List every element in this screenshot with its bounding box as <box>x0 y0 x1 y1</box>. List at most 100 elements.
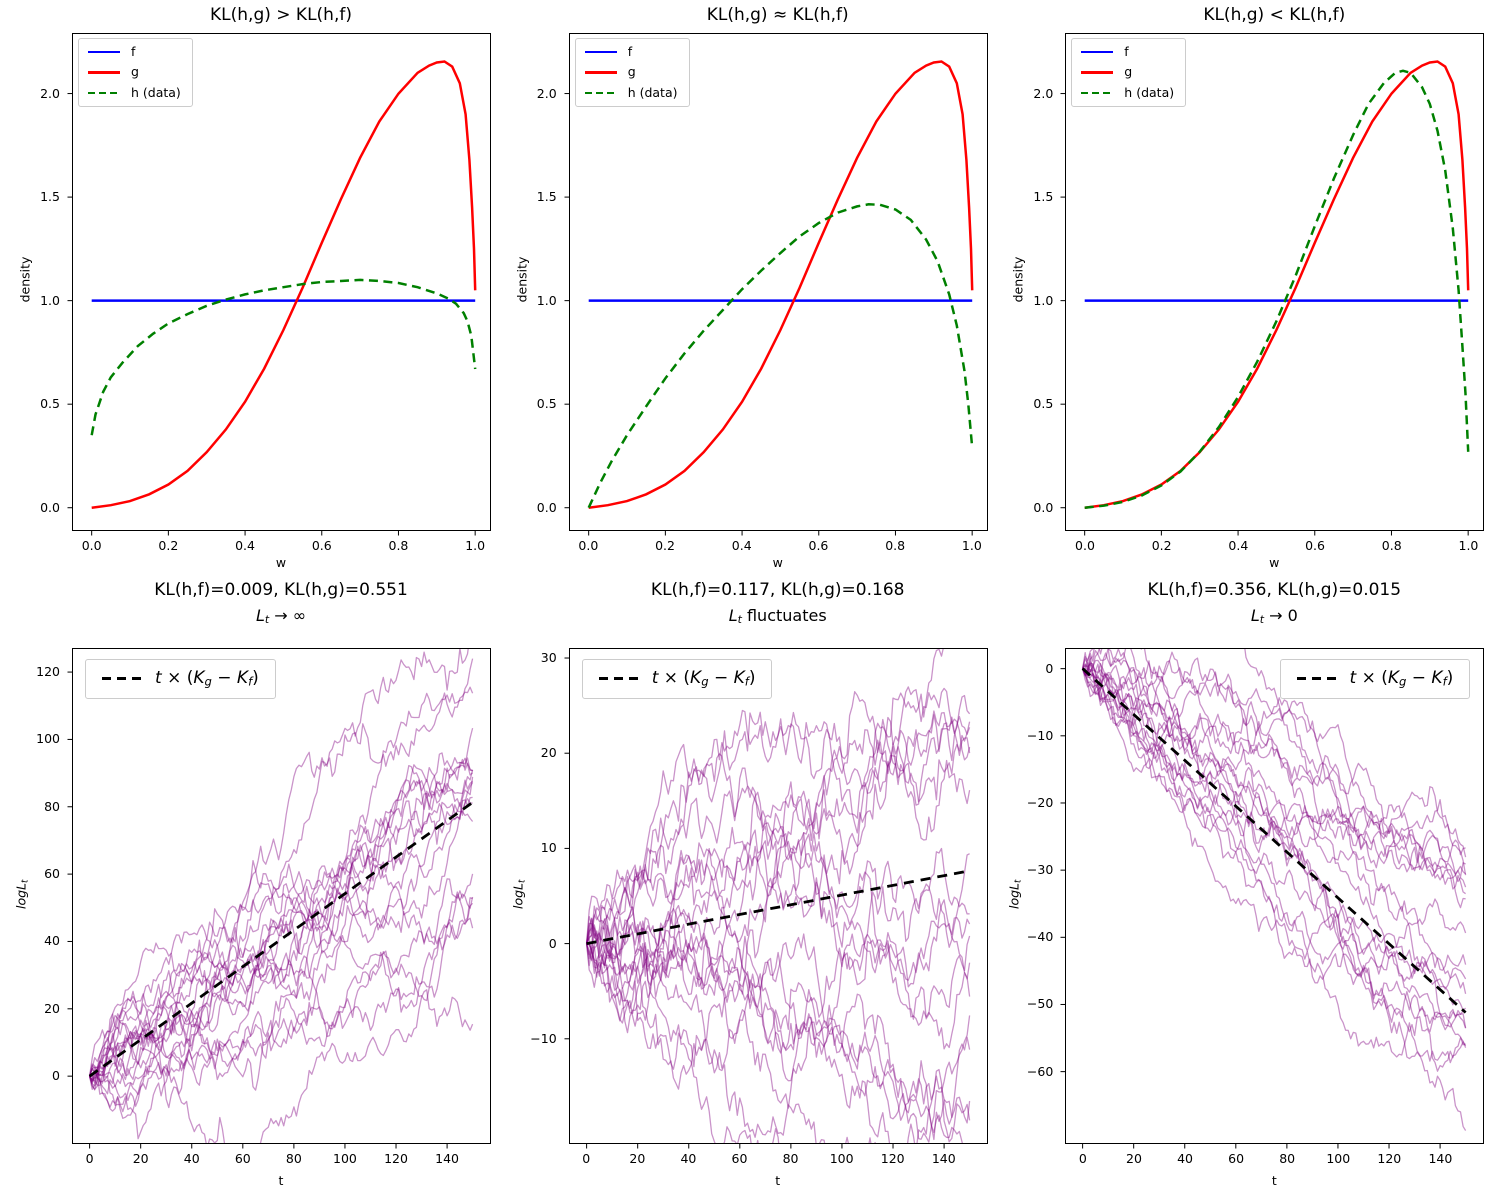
legend: t × (Kg − Kf) <box>85 659 276 699</box>
x-tick-label: 100 <box>333 1151 357 1166</box>
trajectory-line <box>89 752 473 1088</box>
legend-label: f <box>1124 44 1129 59</box>
x-tick-label: 0.4 <box>235 538 255 553</box>
trajectory-line <box>89 917 474 1091</box>
legend-entry: h (data) <box>584 85 678 100</box>
axes-frame <box>568 33 988 531</box>
legend-entry: g <box>88 64 181 80</box>
math-text-segment: t <box>651 668 659 688</box>
series-h--data- <box>1084 69 1470 509</box>
y-tick-label: 40 <box>44 933 60 949</box>
y-tick-label: 100 <box>36 731 60 747</box>
math-text-segment: L <box>255 606 265 625</box>
subplot-kl-greater: KL(h,g) > KL(h,f) density w 0.0 0.2 0.4 0.6… <box>0 0 497 595</box>
x-tick-label: 0.6 <box>311 538 332 553</box>
x-tick-label: 80 <box>782 1151 799 1166</box>
subplot-kl-less: KL(h,g) < KL(h,f) density w 0.0 0.2 0.4 0.6… <box>993 0 1490 595</box>
x-tick-label: 0.2 <box>655 538 675 553</box>
y-tick-label: −10 <box>530 1030 557 1046</box>
y-tick-label: −40 <box>1026 929 1054 945</box>
legend-label: t × (Kg − Kf) <box>1350 668 1454 689</box>
y-tick-label: 0.0 <box>1033 499 1054 515</box>
legend-label: f <box>627 44 633 59</box>
x-tick-label: 120 <box>384 1151 408 1166</box>
legend-entry: g <box>1081 64 1174 79</box>
x-tick-label: 0.0 <box>81 538 102 553</box>
y-tick-label: 0.5 <box>40 396 60 412</box>
trajectory-line <box>585 899 970 1050</box>
y-axis-label: density <box>1010 256 1026 303</box>
trajectory-line <box>585 920 970 1090</box>
subplot-lt-infinity: KL(h,f)=0.009, KL(h,g)=0.551 Lt → ∞ logL… <box>0 580 497 1190</box>
legend-line-sample <box>1081 91 1114 95</box>
trajectory-line <box>1082 661 1467 975</box>
math-text-segment: ) <box>748 668 756 688</box>
trajectory-line <box>88 779 474 1077</box>
y-tick-label: 0 <box>1045 660 1054 676</box>
y-tick-label: 1.0 <box>40 292 60 308</box>
x-tick-label: 40 <box>183 1151 200 1166</box>
math-text-segment: f <box>744 674 749 689</box>
math-text-segment: K <box>1431 668 1443 688</box>
trajectory-line <box>1082 658 1467 1029</box>
plot-area <box>1060 33 1485 536</box>
y-tick-label: 0.0 <box>40 499 60 515</box>
x-tick-label: 120 <box>880 1151 905 1166</box>
x-tick-label: 80 <box>1279 1151 1296 1166</box>
trajectory-line <box>1082 648 1467 980</box>
y-tick-label: 0.0 <box>536 499 557 515</box>
y-tick-label: 1.5 <box>536 189 557 205</box>
x-tick-label: 0.8 <box>885 538 906 553</box>
math-text-segment: − <box>1406 668 1432 688</box>
legend-line-sample <box>1081 71 1114 74</box>
series-g <box>588 60 974 509</box>
math-text-segment: × ( <box>658 668 691 688</box>
plot-area <box>564 648 988 1149</box>
trajectory-line <box>88 764 474 1077</box>
x-tick-label: 0.0 <box>1075 538 1095 553</box>
y-tick-label: 2.0 <box>40 85 60 101</box>
x-tick-label: 0 <box>582 1151 591 1166</box>
data-layer <box>1081 648 1467 1131</box>
trajectory-line <box>585 905 780 1144</box>
x-tick-label: 0.6 <box>1305 538 1325 553</box>
math-text-segment: − <box>708 668 734 688</box>
trajectory-line <box>585 887 970 1141</box>
plot-background <box>569 648 988 1144</box>
trajectory-line <box>1082 648 1467 858</box>
legend: t × (Kg − Kf) <box>581 659 773 699</box>
y-axis-label: density <box>514 256 530 303</box>
x-tick-label: 0 <box>85 1151 94 1166</box>
legend-label: g <box>627 64 636 80</box>
math-text-segment: K <box>690 668 702 688</box>
legend-entry: t × (Kg − Kf) <box>598 668 756 689</box>
y-tick-label: −60 <box>1026 1063 1054 1079</box>
series-h--data- <box>90 278 477 436</box>
x-tick-label: 40 <box>680 1151 697 1166</box>
math-text-segment: L <box>728 606 738 625</box>
math-text-segment: fluctuates <box>741 606 827 625</box>
legend-label: h (data) <box>1124 84 1175 100</box>
trajectory-line <box>585 729 970 944</box>
trajectory-line <box>585 906 970 1143</box>
legend-line-sample <box>88 71 120 74</box>
plot-background <box>72 648 491 1144</box>
y-tick-label: 20 <box>44 1000 60 1016</box>
y-tick-label: 1.5 <box>40 189 60 205</box>
x-tick-label: 0.6 <box>808 538 829 553</box>
x-tick-label: 60 <box>1228 1151 1245 1166</box>
math-text-segment: t <box>1259 613 1264 627</box>
x-tick-label: 0.4 <box>1228 538 1249 553</box>
trajectory-line <box>89 648 469 1119</box>
legend-entry: t × (Kg − Kf) <box>1296 668 1454 689</box>
plot-background <box>1065 33 1484 531</box>
legend-label: g <box>131 64 139 80</box>
trajectory-line <box>585 694 970 974</box>
trajectory-line <box>88 758 474 1077</box>
plot-background <box>569 33 988 531</box>
math-text-segment: f <box>248 674 253 689</box>
legend-entry: f <box>584 44 678 59</box>
math-text-segment: g <box>204 674 212 689</box>
legend-line-sample <box>584 91 617 95</box>
